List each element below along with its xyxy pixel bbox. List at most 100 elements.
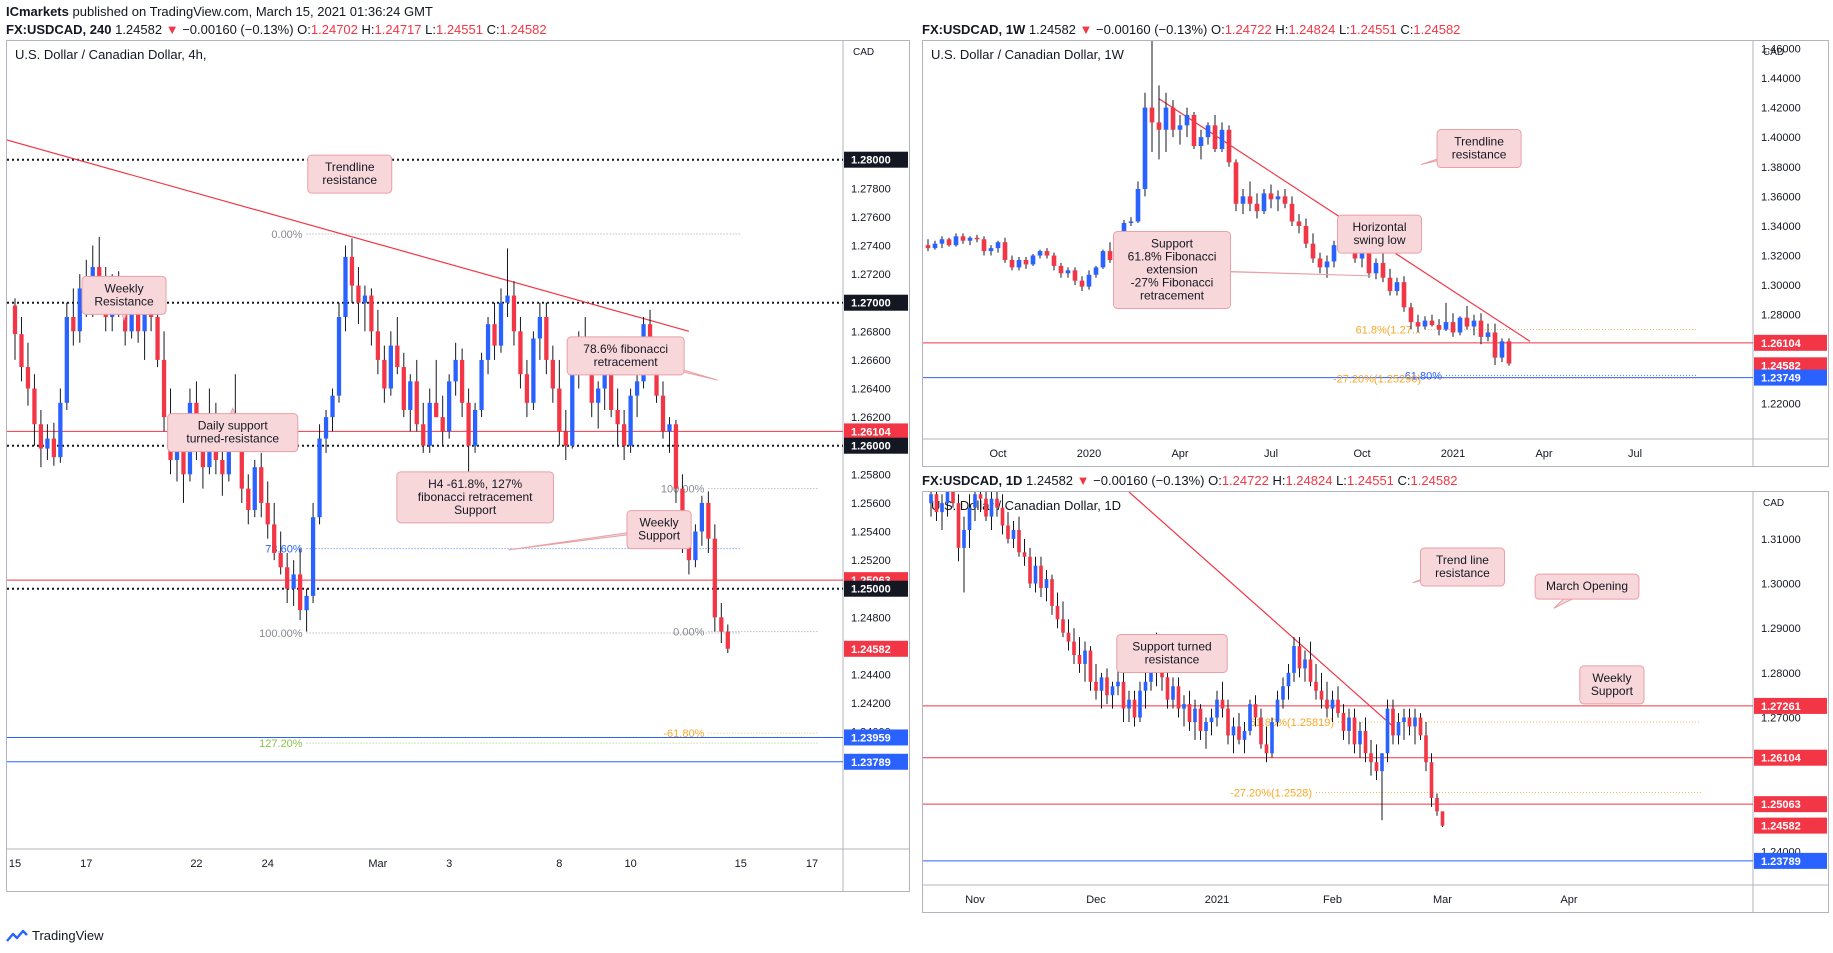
candle-bear [1226,125,1232,167]
candle-body [1226,129,1232,163]
candle-bear [1415,314,1421,333]
price-tag: 1.25000 [844,580,908,597]
candle-bear [1297,637,1302,678]
candle-body [1033,565,1038,584]
candle-bull [1281,677,1285,709]
h4-chart-panel[interactable]: U.S. Dollar / Canadian Dollar, 4h, CAD 1.2… [6,40,910,892]
candle-body [1127,699,1131,709]
candle-bull [1135,181,1141,223]
candle-bear [1247,181,1253,212]
candle-body [1373,262,1379,274]
candle-bull [531,331,536,410]
candle-body [265,502,270,525]
price-tag: 1.26104 [1754,334,1827,351]
w1-chart-canvas[interactable]: U.S. Dollar / Canadian Dollar, 1W CAD 1.22… [923,41,1828,466]
candle-body [1051,255,1057,266]
candle-bear [278,531,283,575]
callout-text: resistance [1452,148,1507,162]
chart-title: U.S. Dollar / Canadian Dollar, 1W [931,47,1125,62]
candle-body [1099,677,1104,691]
candle-body [259,467,264,503]
y-tick-label: 1.46000 [1761,43,1801,55]
y-tick-label: 1.25600 [851,498,891,510]
candle-body [725,631,730,649]
candle-bear [459,348,465,418]
candle-bear [1237,713,1241,745]
candle-body [673,424,679,489]
candle-body [967,507,972,530]
d1-chart-panel[interactable]: U.S. Dollar / Canadian Dollar, 1D CAD 1.24… [922,491,1829,913]
candle-body [1209,717,1214,722]
price-tag-bg [844,729,908,746]
candle-body [1471,320,1477,327]
candle-bull [1402,708,1406,740]
candle-body [939,239,945,244]
price-tag-bg [1754,697,1827,714]
candle-bear [1424,721,1428,772]
candle-body [1177,125,1183,130]
candle-body [459,359,465,403]
candle-body [1191,114,1197,147]
candle-bull [1292,637,1296,682]
candle-body [135,305,141,332]
price-tag-label: 1.25000 [851,584,891,596]
candle-body [1077,655,1082,664]
chart-title: U.S. Dollar / Canadian Dollar, 4h, [15,47,206,62]
candle-bull [1471,314,1477,336]
tradingview-brand[interactable]: TradingView [6,928,104,943]
y-tick-label: 1.25800 [851,469,891,481]
currency-label: CAD [853,47,874,58]
candle-body [1282,196,1288,204]
candle-body [1156,122,1162,130]
candle-bear [395,317,400,375]
candle-body [621,424,627,446]
callout-box [1113,230,1231,309]
candle-bear [1436,319,1442,336]
candle-body [1135,188,1141,222]
candle-body [25,367,31,389]
candle-bull [940,494,944,530]
candle-body [1093,267,1099,275]
price-tag: 1.24582 [844,640,908,657]
candle-bear [1105,668,1109,705]
price-tag: 1.26000 [844,437,908,454]
candle-body [531,338,536,403]
price-tag-label: 1.23749 [1761,373,1801,385]
candle-body [537,317,543,339]
candle-bear [1317,252,1323,274]
candle-bear [978,492,983,513]
candle-bear [1464,305,1470,330]
candle-bull [1099,672,1104,709]
price-tag-label: 1.26000 [851,441,891,453]
candle-body [1170,107,1176,130]
candle-bear [1310,233,1316,263]
candle-body [940,503,944,513]
w1-symbol: FX:USDCAD, 1W [922,22,1026,37]
candle-body [984,498,988,517]
d1-chart-canvas[interactable]: U.S. Dollar / Canadian Dollar, 1D CAD 1.24… [923,492,1828,912]
candle-bear [1088,646,1093,691]
h4-chart-canvas[interactable]: U.S. Dollar / Canadian Dollar, 4h, CAD 1.2… [7,41,909,891]
price-tag-label: 1.26104 [851,426,892,438]
w1-chart-panel[interactable]: U.S. Dollar / Canadian Dollar, 1W CAD 1.22… [922,40,1829,467]
candle-body [1094,681,1098,691]
x-tick-label: Apr [1560,894,1577,906]
candle-bear [984,492,988,522]
candle-body [12,305,18,335]
candle-body [1408,307,1414,323]
h4-close: 1.24582 [499,22,547,37]
candle-bull [304,588,309,632]
candle-body [427,402,432,446]
candle-bull [634,374,640,418]
candle-body [142,309,147,332]
candle-body [1088,650,1093,682]
candle-body [967,237,973,241]
candle-body [1380,753,1384,772]
candle-bear [1325,681,1329,718]
currency-label: CAD [1763,47,1784,58]
fib-level-label: -27.20%(1.25290) [1333,373,1421,385]
candle-body [1204,721,1208,731]
y-tick-label: 1.27400 [851,241,891,253]
